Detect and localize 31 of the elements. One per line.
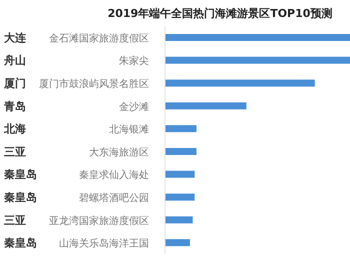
y-tick-label: 金沙滩: [119, 100, 149, 113]
y-tick-label: 亚龙湾国家旅游度假区: [49, 214, 149, 227]
y2-tick-label: 秦皇岛: [4, 168, 37, 182]
y-tick-label: 厦门市鼓浪屿风景名胜区: [39, 78, 149, 90]
y2-tick-label: 青岛: [3, 100, 26, 113]
y2-tick-label: 厦门: [3, 77, 26, 90]
bar: [165, 80, 315, 87]
y-tick-label: 山海关乐岛海洋王国: [59, 238, 149, 250]
y-tick-label: 朱家尖: [119, 55, 149, 68]
y-tick-label: 碧螺塔酒吧公园: [79, 192, 149, 204]
bar: [165, 216, 193, 224]
y2-tick-label: 北海: [3, 122, 26, 136]
y2-tick-label: 舟山: [3, 54, 26, 68]
bar: [165, 56, 350, 64]
y2-tick-label: 秦皇岛: [4, 191, 37, 204]
bar: [165, 102, 246, 110]
y2-tick-label: 三亚: [4, 214, 26, 227]
y-tick-label: 北海银滩: [109, 124, 149, 136]
y2-tick-label: 大连: [4, 31, 27, 44]
bar: [165, 125, 196, 132]
y-tick-label: 秦皇求仙入海处: [79, 169, 149, 182]
y2-tick-label: 三亚: [4, 145, 26, 158]
y-tick-label: 大东海旅游区: [89, 146, 149, 158]
bar: [165, 34, 350, 41]
bar: [165, 194, 195, 201]
bar: [165, 170, 195, 178]
chart-title: 2019年端午全国热门海滩游景区TOP10预测: [106, 6, 334, 21]
bar: [165, 148, 196, 155]
bar: [165, 239, 190, 246]
y-tick-label: 金石滩国家旅游度假区: [49, 32, 149, 44]
y2-tick-label: 秦皇岛: [4, 236, 37, 250]
